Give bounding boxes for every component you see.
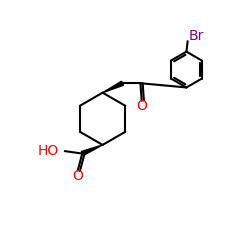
Text: O: O — [72, 169, 83, 183]
Polygon shape — [81, 145, 103, 156]
Text: O: O — [136, 99, 147, 113]
Polygon shape — [103, 81, 124, 93]
Text: Br: Br — [189, 28, 204, 42]
Text: HO: HO — [38, 144, 59, 158]
